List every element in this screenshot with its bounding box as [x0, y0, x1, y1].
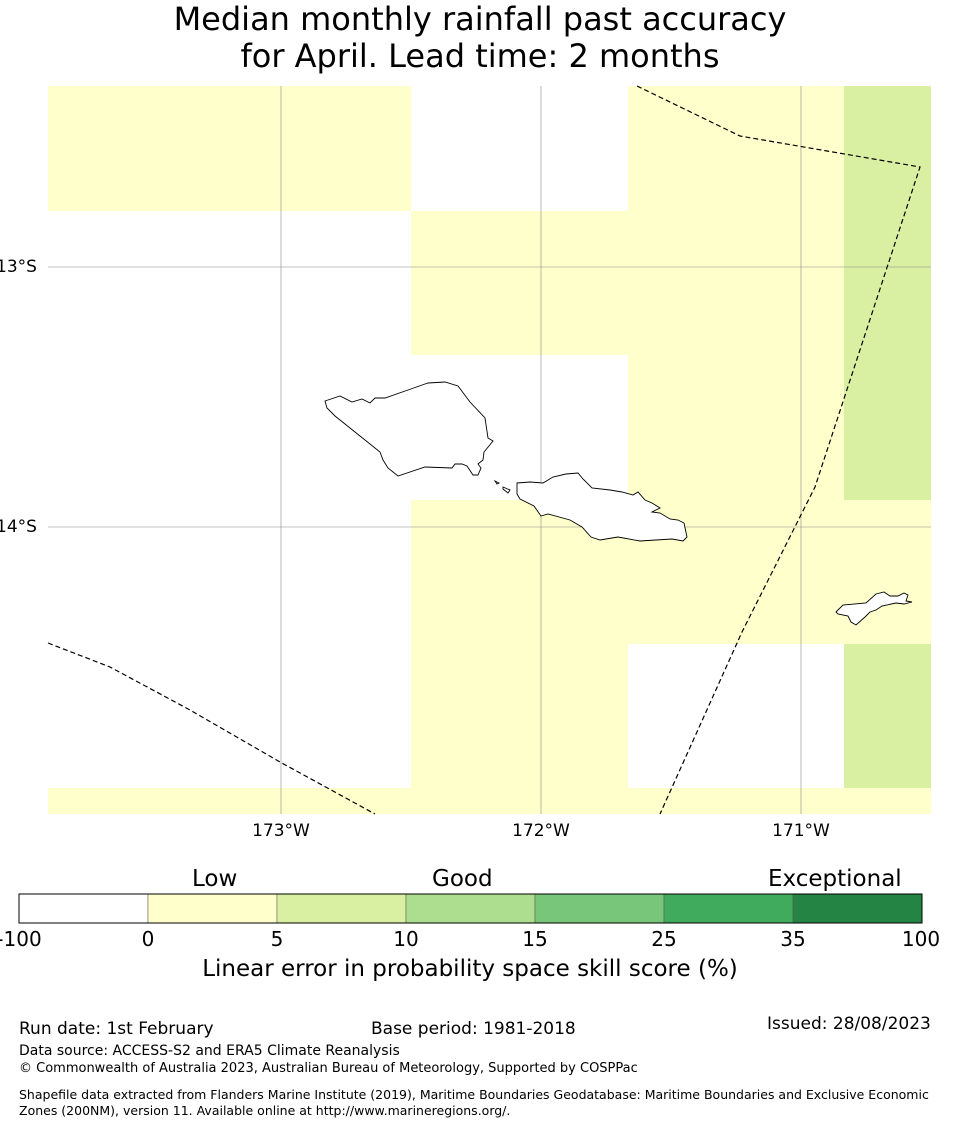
colorbar-swatch: [18, 893, 149, 924]
colorbar-swatch: [663, 893, 794, 924]
colorbar-tick: 0: [141, 927, 155, 951]
colorbar-tick: 15: [522, 927, 548, 951]
cell-low: [628, 86, 844, 211]
colorbar-outline: [18, 893, 923, 924]
lat-label-13s: 13°S: [0, 257, 37, 277]
lat-label-14s: 14°S: [0, 517, 37, 537]
map-canvas: [47, 85, 931, 815]
colorbar-category-low: Low: [192, 866, 238, 892]
base-period: Base period: 1981-2018: [371, 1019, 576, 1039]
colorbar: [18, 893, 923, 924]
island-savaii: [324, 381, 494, 477]
colorbar-tick: 100: [901, 927, 941, 951]
lon-label-173w: 173°W: [252, 821, 310, 841]
data-source: Data source: ACCESS-S2 and ERA5 Climate …: [19, 1043, 400, 1059]
colorbar-tick: 25: [651, 927, 677, 951]
lon-label-171w: 171°W: [772, 821, 830, 841]
colorbar-tick: 5: [270, 927, 284, 951]
gridlines: [48, 86, 931, 814]
island-upolu: [516, 472, 688, 542]
eez-boundary-west: [47, 642, 376, 815]
cell-low: [48, 788, 931, 814]
colorbar-category-exceptional: Exceptional: [768, 866, 902, 892]
island-apolima: [493, 479, 501, 485]
colorbar-swatches: [18, 893, 923, 924]
cell-low: [411, 644, 628, 788]
cell-low: [628, 355, 844, 500]
title-line-1: Median monthly rainfall past accuracy: [173, 0, 787, 38]
run-date: Run date: 1st February: [19, 1019, 214, 1039]
skill-grid: [48, 86, 931, 814]
eez-boundary-east: [636, 85, 921, 815]
colorbar-tick: 10: [393, 927, 419, 951]
maritime-boundaries: [47, 85, 921, 815]
colorbar-swatch: [276, 893, 407, 924]
colorbar-swatch: [147, 893, 278, 924]
colorbar-tick: 35: [780, 927, 806, 951]
island-tutuila: [835, 591, 913, 626]
colorbar-category-good: Good: [432, 866, 493, 892]
title-line-2: for April. Lead time: 2 months: [240, 37, 720, 75]
cell-low: [48, 86, 411, 211]
cell-good: [844, 644, 931, 788]
islands: [324, 381, 913, 626]
colorbar-swatch: [534, 893, 665, 924]
copyright: © Commonwealth of Australia 2023, Austra…: [19, 1061, 638, 1076]
colorbar-swatch: [792, 893, 923, 924]
colorbar-tick: -100: [0, 927, 42, 951]
island-manono: [502, 486, 511, 494]
cell-low: [411, 211, 844, 355]
issued-date: Issued: 28/08/2023: [767, 1014, 931, 1034]
colorbar-label: Linear error in probability space skill …: [202, 956, 738, 982]
lon-label-172w: 172°W: [512, 821, 570, 841]
shapefile-credit: Shapefile data extracted from Flanders M…: [19, 1087, 929, 1118]
cell-good: [844, 86, 931, 500]
colorbar-swatch: [405, 893, 536, 924]
